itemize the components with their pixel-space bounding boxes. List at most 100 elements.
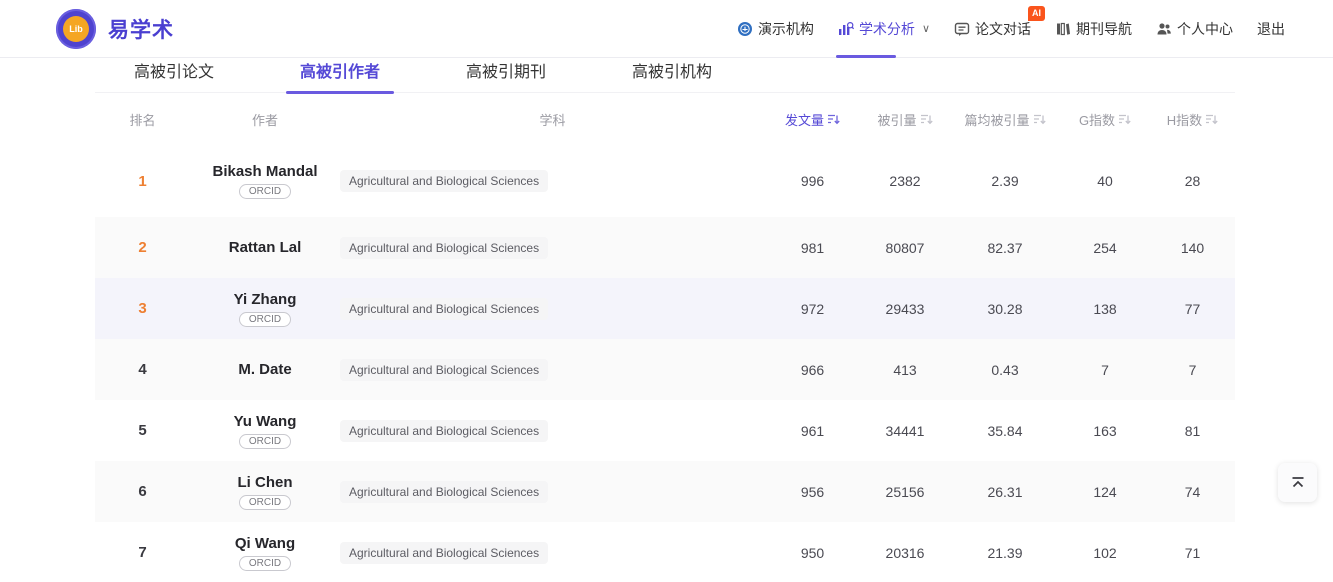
nav-item-academic-analysis[interactable]: 学术分析 ∨ <box>835 0 930 58</box>
citations-value: 413 <box>893 361 917 378</box>
orcid-badge[interactable]: ORCID <box>238 494 292 510</box>
h-index-value: 140 <box>1180 239 1205 256</box>
publications-value: 956 <box>800 483 825 500</box>
h-index-value: 71 <box>1184 544 1201 561</box>
rank-value: 7 <box>138 544 147 561</box>
avg-citations-value: 26.31 <box>987 483 1023 500</box>
author-name-link[interactable]: M. Date <box>238 361 292 378</box>
column-header-h-index[interactable]: H指数 <box>1150 110 1235 129</box>
author-name-link[interactable]: Bikash Mandal <box>212 163 318 180</box>
rank-value: 3 <box>138 300 147 317</box>
author-name-link[interactable]: Qi Wang <box>234 534 296 552</box>
g-index-value: 138 <box>1093 300 1117 317</box>
column-header-citations[interactable]: 被引量 <box>860 110 950 129</box>
sort-icon <box>1119 114 1131 124</box>
author-cell: Bikash Mandal ORCID <box>190 163 340 199</box>
avg-citations-value: 0.43 <box>991 361 1019 378</box>
table-row[interactable]: 2 Rattan Lal Agricultural and Biological… <box>95 217 1235 278</box>
subject-tag: Agricultural and Biological Sciences <box>340 236 549 259</box>
journal-icon <box>1057 22 1070 35</box>
rank-value: 4 <box>138 361 147 378</box>
g-index-value: 124 <box>1093 483 1117 500</box>
brand-logo-icon: Lib <box>56 8 96 49</box>
nav-item-label: 学术分析 <box>858 20 915 37</box>
sort-icon <box>920 114 933 124</box>
publications-value: 950 <box>800 544 825 561</box>
subject-tag: Agricultural and Biological Sciences <box>340 170 549 192</box>
chat-icon <box>954 22 970 36</box>
rank-value: 2 <box>138 239 147 256</box>
column-header-g-index[interactable]: G指数 <box>1060 110 1150 129</box>
author-cell: Li Chen ORCID <box>190 474 340 510</box>
subject-cell: Agricultural and Biological Sciences <box>340 236 765 259</box>
table-row[interactable]: 3 Yi Zhang ORCID Agricultural and Biolog… <box>95 278 1235 339</box>
h-index-value: 77 <box>1184 300 1201 317</box>
tab-highly-cited-journals[interactable]: 高被引期刊 <box>466 64 547 81</box>
nav-item-paper-chat[interactable]: 论文对话 AI <box>954 0 1045 58</box>
author-cell: Rattan Lal <box>190 239 340 256</box>
h-index-value: 28 <box>1184 173 1201 189</box>
institution-icon <box>737 21 752 36</box>
h-index-value: 7 <box>1188 361 1197 378</box>
orcid-badge[interactable]: ORCID <box>238 555 292 571</box>
sort-icon <box>828 114 840 124</box>
main-nav: 演示机构 学术分析 ∨ 论文对话 AI <box>737 0 1285 58</box>
subject-tag: Agricultural and Biological Sciences <box>340 541 549 564</box>
subject-cell: Agricultural and Biological Sciences <box>340 541 765 564</box>
table-row[interactable]: 4 M. Date Agricultural and Biological Sc… <box>95 339 1235 400</box>
brand-name: 易学术 <box>108 18 174 42</box>
subject-tag: Agricultural and Biological Sciences <box>340 480 549 503</box>
tab-highly-cited-authors[interactable]: 高被引作者 <box>286 58 395 94</box>
nav-item-logout[interactable]: 退出 <box>1257 0 1285 58</box>
back-to-top-button[interactable] <box>1278 463 1317 502</box>
author-name-link[interactable]: Li Chen <box>237 473 293 491</box>
table-row[interactable]: 1 Bikash Mandal ORCID Agricultural and B… <box>95 145 1235 217</box>
nav-item-user-center[interactable]: 个人中心 <box>1156 0 1233 58</box>
rank-value: 6 <box>138 483 147 500</box>
g-index-value: 7 <box>1101 361 1109 378</box>
nav-item-journal-navigation[interactable]: 期刊导航 <box>1055 0 1132 58</box>
orcid-badge[interactable]: ORCID <box>238 184 292 199</box>
subject-cell: Agricultural and Biological Sciences <box>340 170 765 192</box>
author-name-link[interactable]: Yu Wang <box>233 412 297 430</box>
citations-value: 20316 <box>885 544 925 561</box>
tab-highly-cited-papers[interactable]: 高被引论文 <box>134 64 215 81</box>
avg-citations-value: 2.39 <box>991 173 1019 189</box>
nav-item-institution[interactable]: 演示机构 <box>737 0 814 58</box>
column-header-label: 篇均被引量 <box>964 112 1030 128</box>
orcid-badge[interactable]: ORCID <box>238 433 292 449</box>
author-name-link[interactable]: Yi Zhang <box>233 290 297 308</box>
table-row[interactable]: 7 Qi Wang ORCID Agricultural and Biologi… <box>95 522 1235 582</box>
column-header-avg-citations[interactable]: 篇均被引量 <box>950 110 1060 129</box>
citations-value: 80807 <box>885 239 925 256</box>
publications-value: 981 <box>800 239 825 256</box>
avg-citations-value: 82.37 <box>987 239 1023 256</box>
subject-tag: Agricultural and Biological Sciences <box>340 358 549 381</box>
publications-value: 966 <box>800 361 825 378</box>
nav-item-label: 退出 <box>1257 20 1285 37</box>
avg-citations-value: 21.39 <box>987 544 1023 561</box>
author-cell: Yu Wang ORCID <box>190 413 340 449</box>
author-name-link[interactable]: Rattan Lal <box>228 239 302 256</box>
table-header: 排名 作者 学科 发文量 被引量 篇均被引量 G指数 <box>95 93 1235 145</box>
column-header-label: 被引量 <box>877 112 917 128</box>
avg-citations-value: 35.84 <box>987 422 1023 439</box>
column-header-label: G指数 <box>1078 112 1116 128</box>
author-cell: M. Date <box>190 361 340 378</box>
h-index-value: 81 <box>1184 422 1201 439</box>
top-bar: Lib 易学术 演示机构 学术分析 ∨ <box>0 0 1333 58</box>
tab-highly-cited-institutions[interactable]: 高被引机构 <box>632 64 713 81</box>
brand[interactable]: Lib 易学术 <box>56 8 174 49</box>
brand-logo-text: Lib <box>63 15 89 42</box>
avg-citations-value: 30.28 <box>987 300 1023 317</box>
publications-value: 961 <box>800 422 825 439</box>
orcid-badge[interactable]: ORCID <box>238 311 292 327</box>
column-header-publications[interactable]: 发文量 <box>765 110 860 129</box>
citations-value: 25156 <box>885 483 925 500</box>
back-to-top-icon <box>1292 476 1303 487</box>
user-icon <box>1157 22 1171 34</box>
ranking-tabs: 高被引论文 高被引作者 高被引期刊 高被引机构 <box>95 58 1235 94</box>
subject-tag: Agricultural and Biological Sciences <box>340 297 549 320</box>
table-row[interactable]: 6 Li Chen ORCID Agricultural and Biologi… <box>95 461 1235 522</box>
table-row[interactable]: 5 Yu Wang ORCID Agricultural and Biologi… <box>95 400 1235 461</box>
